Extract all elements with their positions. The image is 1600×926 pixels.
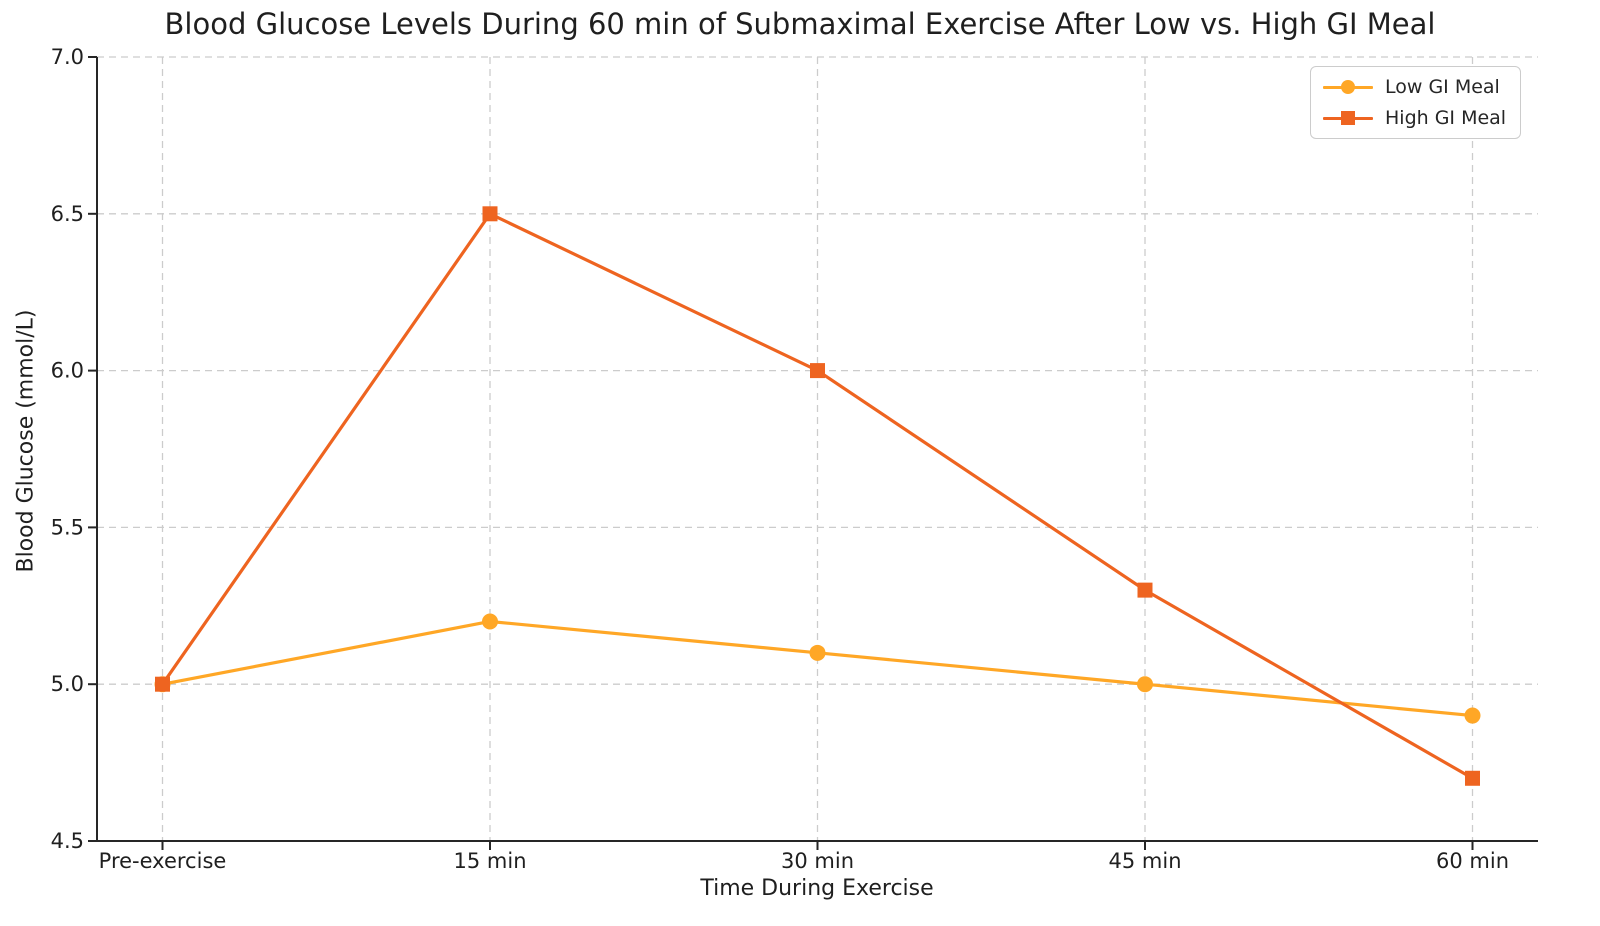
- high-gi-data-point: [155, 676, 170, 692]
- low-gi-data-point: [809, 644, 826, 661]
- legend: Low GI Meal High GI Meal: [1310, 66, 1522, 139]
- y-tick-label: 6.0: [51, 359, 84, 383]
- circle-marker-icon: [1341, 80, 1355, 94]
- x-tick-label: 15 min: [454, 849, 527, 873]
- y-tick-label: 7.0: [51, 45, 84, 69]
- high-gi-data-point: [482, 206, 498, 222]
- legend-label-high-gi: High GI Meal: [1385, 107, 1507, 129]
- square-marker-icon: [1341, 111, 1355, 125]
- y-axis-label: Blood Glucose (mmol/L): [13, 309, 39, 573]
- y-tick-label: 5.5: [51, 515, 84, 539]
- x-tick-label: 30 min: [781, 849, 854, 873]
- legend-label-low-gi: Low GI Meal: [1385, 76, 1500, 98]
- low-gi-data-point: [1137, 676, 1153, 693]
- x-tick-label: 60 min: [1436, 849, 1509, 873]
- high-gi-data-point: [1137, 582, 1153, 598]
- legend-item-low-gi: Low GI Meal: [1323, 76, 1506, 98]
- high-gi-data-point: [1465, 770, 1480, 786]
- y-tick-label: 4.5: [51, 829, 84, 853]
- high-gi-data-point: [810, 363, 825, 379]
- x-axis-label: Time During Exercise: [700, 876, 934, 901]
- x-tick-label: Pre-exercise: [99, 849, 227, 873]
- legend-item-high-gi: High GI Meal: [1323, 107, 1506, 129]
- low-gi-data-point: [1464, 707, 1481, 724]
- legend-swatch: [1323, 110, 1373, 126]
- x-tick-label: 45 min: [1109, 849, 1182, 873]
- y-tick-label: 5.0: [51, 672, 84, 696]
- y-tick-label: 6.5: [51, 202, 84, 226]
- legend-swatch: [1323, 79, 1373, 95]
- chart-title: Blood Glucose Levels During 60 min of Su…: [164, 7, 1436, 41]
- low-gi-data-point: [482, 613, 498, 630]
